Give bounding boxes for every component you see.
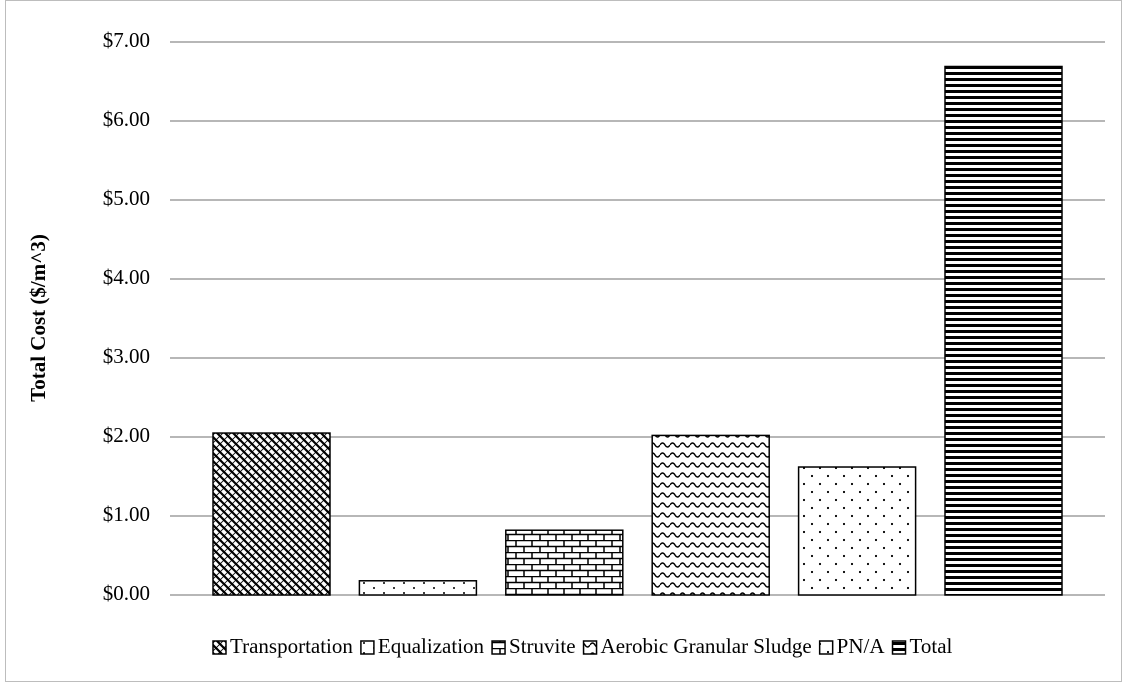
legend-label: Aerobic Granular Sludge bbox=[601, 634, 812, 658]
bar bbox=[358, 580, 478, 596]
legend-label: Equalization bbox=[378, 634, 485, 658]
legend-label: Total bbox=[910, 634, 953, 658]
legend-label: Transportation bbox=[230, 634, 353, 658]
y-axis-label: Total Cost ($/m^3) bbox=[26, 234, 50, 402]
y-tick-label: $2.00 bbox=[103, 423, 150, 447]
legend-swatch bbox=[360, 640, 375, 655]
bar bbox=[797, 466, 917, 596]
legend-label: PN/A bbox=[837, 634, 886, 658]
legend-swatch bbox=[582, 640, 598, 655]
bar bbox=[212, 432, 331, 596]
bar bbox=[651, 434, 770, 596]
y-tick-label: $1.00 bbox=[103, 502, 150, 526]
bar bbox=[944, 65, 1063, 596]
y-tick-label: $5.00 bbox=[103, 186, 150, 210]
y-tick-label: $3.00 bbox=[103, 344, 150, 368]
y-tick-label: $7.00 bbox=[103, 28, 150, 52]
legend-label: Struvite bbox=[509, 634, 576, 658]
y-tick-label: $0.00 bbox=[103, 581, 150, 605]
legend-swatch bbox=[891, 640, 907, 655]
legend-swatch bbox=[491, 640, 506, 655]
legend-swatch bbox=[212, 640, 227, 655]
bar bbox=[505, 529, 624, 596]
y-tick-label: $6.00 bbox=[103, 107, 150, 131]
legend-swatch bbox=[818, 640, 834, 655]
y-tick-label: $4.00 bbox=[103, 265, 150, 289]
